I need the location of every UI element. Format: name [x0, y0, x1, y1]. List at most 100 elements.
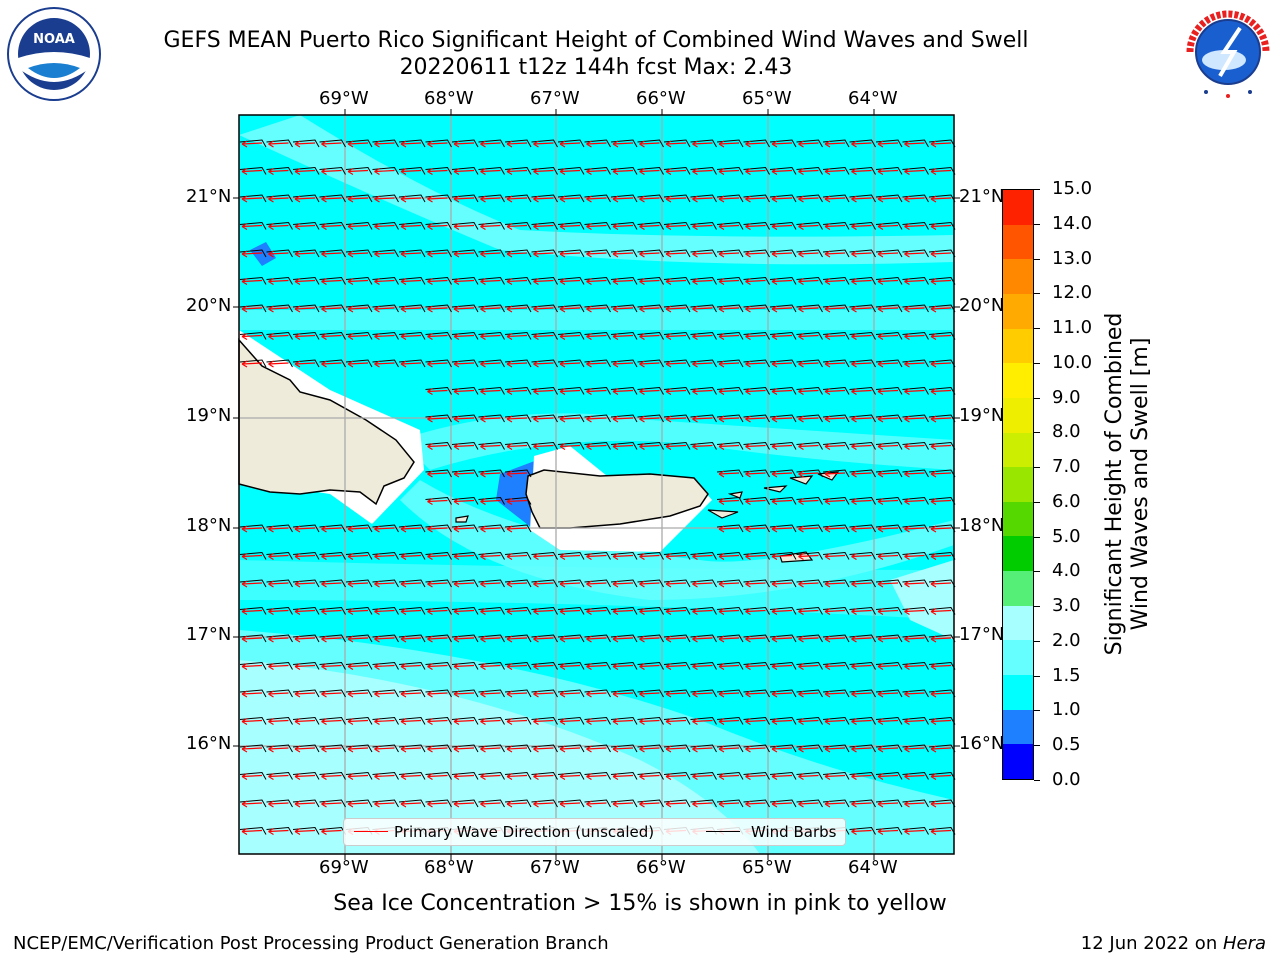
wind-barb	[690, 304, 717, 313]
wind-barb	[372, 276, 399, 285]
wind-barb	[372, 331, 399, 340]
wave-direction-arrow	[559, 360, 581, 368]
wind-barb	[769, 331, 797, 340]
wind-barb	[425, 744, 452, 753]
wave-direction-arrow	[559, 277, 581, 286]
wind-barb	[902, 579, 929, 588]
wind-barb	[663, 551, 691, 560]
wave-direction-arrow	[930, 717, 952, 726]
wave-direction-arrow	[506, 442, 528, 451]
wind-barb	[266, 744, 293, 753]
wave-direction-arrow	[480, 195, 501, 203]
wave-direction-arrow	[533, 552, 554, 561]
wind-barb	[610, 249, 638, 258]
wind-barb	[769, 606, 797, 615]
wave-direction-arrow	[586, 360, 607, 368]
wave-direction-arrow	[930, 167, 952, 176]
wind-barb	[796, 194, 823, 203]
wind-barb	[902, 414, 929, 423]
wind-barb	[875, 496, 903, 505]
wave-direction-arrow	[665, 277, 687, 286]
wind-barb	[239, 194, 267, 203]
wave-direction-arrow	[321, 277, 342, 286]
wave-direction-arrow	[851, 277, 872, 286]
wave-direction-arrow	[771, 195, 793, 203]
wind-barb	[372, 249, 399, 258]
wave-direction-arrow	[400, 332, 422, 341]
wave-direction-arrow	[904, 635, 925, 643]
wave-direction-arrow	[877, 635, 899, 643]
wind-barb	[902, 221, 929, 230]
wind-barb	[796, 661, 823, 670]
wind-barb	[637, 414, 664, 423]
wind-barb	[584, 139, 611, 148]
wind-barb	[822, 771, 850, 780]
wave-direction-arrow	[798, 470, 819, 478]
wave-direction-arrow	[480, 717, 501, 726]
colorbar-tick-label: 5.0	[1052, 525, 1081, 547]
wave-direction-arrow	[347, 195, 369, 203]
wind-barb	[531, 606, 558, 615]
wind-barb	[769, 276, 797, 285]
wind-barb	[849, 249, 876, 258]
wave-direction-arrow	[294, 250, 316, 258]
wind-barb	[849, 634, 876, 643]
lat-label-left: 21°N	[186, 186, 232, 207]
wave-direction-arrow	[268, 277, 289, 286]
wind-barb	[451, 441, 479, 450]
wind-barb	[292, 524, 320, 533]
wind-barb	[716, 771, 744, 780]
wave-direction-arrow	[347, 332, 369, 341]
wind-barb	[504, 304, 532, 313]
wave-direction-arrow	[612, 222, 634, 231]
wave-direction-arrow	[480, 140, 501, 148]
wave-direction-arrow	[718, 305, 740, 313]
wind-barb	[637, 579, 664, 588]
wind-barb	[345, 304, 373, 313]
wind-barb	[690, 441, 717, 450]
wave-direction-arrow	[851, 360, 872, 368]
wave-direction-arrow	[586, 772, 607, 781]
wave-direction-arrow	[745, 360, 766, 368]
wind-barb	[849, 826, 876, 835]
wave-direction-arrow	[400, 717, 422, 726]
wind-barb	[425, 276, 452, 285]
wind-barb	[398, 221, 426, 230]
wind-barb	[637, 716, 664, 725]
wave-direction-arrow	[480, 277, 501, 286]
wave-direction-arrow	[347, 360, 369, 368]
wind-barb	[531, 771, 558, 780]
wave-direction-arrow	[692, 607, 713, 616]
wave-direction-arrow	[612, 607, 634, 616]
wind-barb	[849, 194, 876, 203]
wave-direction-arrow	[639, 277, 660, 286]
wind-barb	[584, 166, 611, 175]
wind-barb	[478, 276, 505, 285]
wind-barb	[822, 359, 850, 368]
wave-direction-arrow	[268, 580, 289, 588]
lon-label-top: 65°W	[742, 88, 792, 109]
wave-band-light	[400, 413, 954, 470]
wave-direction-arrow	[612, 580, 634, 588]
wind-barb	[266, 579, 293, 588]
wind-barb	[504, 386, 532, 395]
wave-direction-arrow	[294, 717, 316, 726]
wave-direction-arrow	[877, 305, 899, 313]
culebra-island	[727, 491, 743, 499]
wind-barb	[372, 166, 399, 175]
wave-direction-arrow	[665, 580, 687, 588]
colorbar-segment	[1003, 189, 1033, 225]
wave-direction-arrow	[904, 250, 925, 258]
wind-barb	[451, 276, 479, 285]
wave-direction-arrow	[771, 745, 793, 753]
wind-barb	[902, 689, 929, 698]
wind-barb	[716, 166, 744, 175]
wind-barb	[372, 139, 399, 148]
wind-barb	[849, 386, 876, 395]
wave-direction-arrow	[453, 662, 475, 671]
wave-direction-arrow	[904, 277, 925, 286]
wave-direction-arrow	[851, 525, 872, 533]
wind-barb	[610, 414, 638, 423]
wave-direction-arrow	[692, 717, 713, 726]
colorbar-tick-label: 2.0	[1052, 629, 1081, 651]
